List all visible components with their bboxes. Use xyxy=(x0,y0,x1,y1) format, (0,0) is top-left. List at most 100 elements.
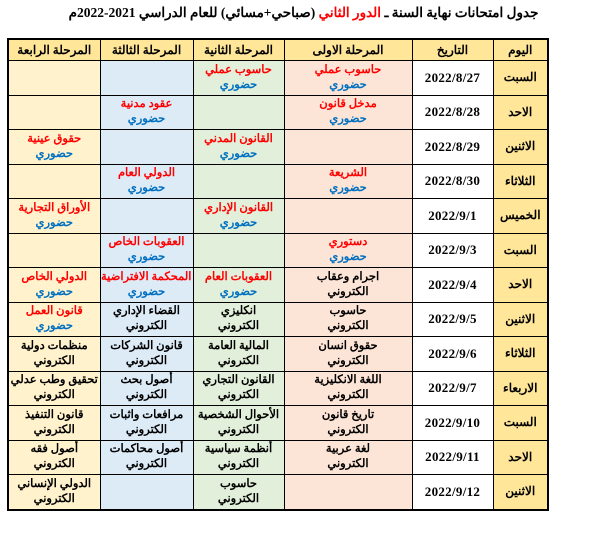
course-name: دستوري xyxy=(328,236,368,249)
stage1-cell: حاسوب الكتروني xyxy=(283,301,413,337)
course-name: اللغة الانكليزية xyxy=(314,374,382,387)
course-name: القانون التجاري xyxy=(202,374,275,387)
column-header-date: التاريخ xyxy=(411,38,494,61)
table-row: الاحد 2022/9/11 لغة عربية الكتروني أنظمة… xyxy=(7,439,549,475)
stage3-cell: القضاء الإداري الكتروني xyxy=(99,301,194,337)
date-cell: 2022/9/1 xyxy=(411,198,494,234)
table-row: السبت 2022/8/27 حاسوب عملي حضوري حاسوب ع… xyxy=(7,60,549,96)
mode-label: الكتروني xyxy=(125,458,168,471)
mode-label: حضوري xyxy=(219,216,258,229)
date-cell: 2022/9/12 xyxy=(411,474,494,510)
mode-label: الكتروني xyxy=(125,320,168,333)
stage1-cell: حقوق انسان الكتروني xyxy=(283,336,413,372)
stage4-cell: قانون العمل حضوري xyxy=(7,301,101,337)
course-name: الأوراق التجارية xyxy=(18,201,91,214)
stage1-cell: دستوري حضوري xyxy=(283,232,413,268)
stage1-cell: الشريعة حضوري xyxy=(283,163,413,199)
mode-label: الكتروني xyxy=(33,354,75,367)
course-name: أصول بحث xyxy=(120,374,173,387)
stage4-cell xyxy=(7,94,101,130)
day-cell: الاثنين xyxy=(492,301,549,337)
stage2-cell: أنظمة سياسية الكتروني xyxy=(192,439,285,475)
column-header-stage3: المرحلة الثالثة xyxy=(99,38,194,61)
course-name: حقوق عينية xyxy=(27,132,82,145)
course-name: أصول محاكمات xyxy=(109,443,184,456)
header-row: اليوم التاريخ المرحلة الاولى المرحلة الث… xyxy=(7,38,549,61)
course-name: الشريعة xyxy=(328,167,368,180)
course-name: منظمات دولية xyxy=(20,339,88,352)
stage4-cell: الدولي الإنساني الكتروني xyxy=(7,474,101,510)
stage4-cell xyxy=(7,163,101,199)
stage4-cell: منظمات دولية الكتروني xyxy=(7,336,101,372)
course-name: حاسوب xyxy=(219,477,257,490)
day-cell: السبت xyxy=(492,232,549,268)
column-header-stage1: المرحلة الاولى xyxy=(283,38,413,61)
mode-label: حضوري xyxy=(35,320,74,333)
stage2-cell: القانون التجاري الكتروني xyxy=(192,370,285,406)
course-name: أصول فقه xyxy=(30,443,79,456)
mode-label: الكتروني xyxy=(125,389,168,402)
day-cell: الاثنين xyxy=(492,129,549,165)
stage1-cell: لغة عربية الكتروني xyxy=(283,439,413,475)
stage2-cell xyxy=(192,163,285,199)
mode-label: حضوري xyxy=(127,285,166,298)
stage2-cell: المالية العامة الكتروني xyxy=(192,336,285,372)
mode-label: حضوري xyxy=(219,285,258,298)
mode-label: حضوري xyxy=(35,147,74,160)
day-cell: الاثنين xyxy=(492,474,549,510)
mode-label: الكتروني xyxy=(217,320,260,333)
course-name: اجرام وعقاب xyxy=(316,270,380,283)
course-name: قانون التنفيذ xyxy=(25,408,84,421)
mode-label: الكتروني xyxy=(33,492,75,505)
table-row: السبت 2022/9/3 دستوري حضوري العقوبات الخ… xyxy=(7,232,549,268)
stage3-cell xyxy=(99,60,194,96)
course-name: حقوق انسان xyxy=(318,339,378,352)
stage2-cell: الأحوال الشخصية الكتروني xyxy=(192,405,285,441)
day-cell: الاحد xyxy=(492,439,549,475)
stage1-cell xyxy=(283,474,413,510)
stage2-cell: القانون الإداري حضوري xyxy=(192,198,285,234)
mode-label: الكتروني xyxy=(125,354,168,367)
stage2-cell: حاسوب الكتروني xyxy=(192,474,285,510)
mode-label: الكتروني xyxy=(327,320,369,333)
mode-label: الكتروني xyxy=(125,423,168,436)
stage3-cell xyxy=(99,129,194,165)
course-name: الدولي الإنساني xyxy=(17,477,92,490)
course-name: الأحوال الشخصية xyxy=(197,408,280,421)
stage3-cell: الدولي العام حضوري xyxy=(99,163,194,199)
stage3-cell: العقوبات الخاص حضوري xyxy=(99,232,194,268)
page-title: جدول امتحانات نهاية السنة ـ الدور الثاني… xyxy=(0,5,607,21)
day-cell: الخميس xyxy=(492,198,549,234)
mode-label: حضوري xyxy=(219,147,258,160)
table-row: الاثنين 2022/8/29 القانون المدني حضوري ح… xyxy=(7,129,549,165)
date-cell: 2022/9/10 xyxy=(411,405,494,441)
stage1-cell xyxy=(283,198,413,234)
mode-label: حضوري xyxy=(329,251,367,264)
column-header-day: اليوم xyxy=(492,38,549,61)
title-text-suffix: (صباحي+مسائي) للعام الدراسي 2021-2022م xyxy=(68,5,319,20)
mode-label: حضوري xyxy=(127,251,166,264)
mode-label: الكتروني xyxy=(33,423,75,436)
date-cell: 2022/9/11 xyxy=(411,439,494,475)
stage2-cell xyxy=(192,94,285,130)
mode-label: حضوري xyxy=(127,113,166,126)
table-row: الاثنين 2022/9/5 حاسوب الكتروني انكليزي … xyxy=(7,301,549,337)
course-name: مرافعات واثبات xyxy=(109,408,184,421)
day-cell: الاحد xyxy=(492,94,549,130)
stage4-cell: أصول فقه الكتروني xyxy=(7,439,101,475)
mode-label: الكتروني xyxy=(327,354,369,367)
table-row: السبت 2022/9/10 تاريخ قانون الكتروني الأ… xyxy=(7,405,549,441)
course-name: مدخل قانون xyxy=(319,98,377,111)
mode-label: حضوري xyxy=(35,216,74,229)
course-name: حاسوب xyxy=(329,305,367,318)
stage1-cell: مدخل قانون حضوري xyxy=(283,94,413,130)
mode-label: الكتروني xyxy=(327,458,369,471)
table-row: الاحد 2022/9/4 اجرام وعقاب الكتروني العق… xyxy=(7,267,549,303)
stage3-cell: مرافعات واثبات الكتروني xyxy=(99,405,194,441)
mode-label: حضوري xyxy=(219,78,258,91)
mode-label: حضوري xyxy=(329,113,367,126)
mode-label: حضوري xyxy=(127,182,166,195)
mode-label: الكتروني xyxy=(217,354,260,367)
stage3-cell xyxy=(99,198,194,234)
